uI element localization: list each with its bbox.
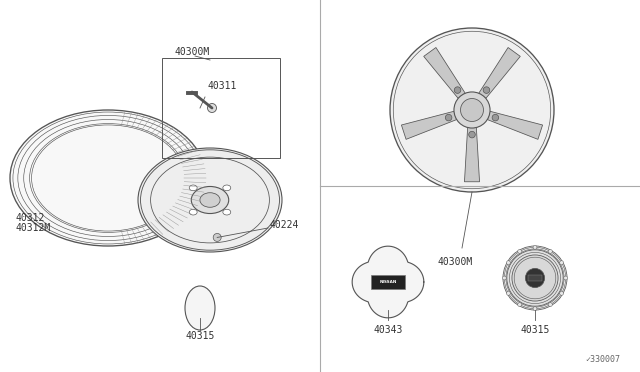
Text: 40312M: 40312M: [15, 223, 51, 233]
Circle shape: [506, 291, 510, 295]
Circle shape: [506, 261, 510, 264]
Text: 40300M: 40300M: [437, 257, 472, 267]
Text: 40311: 40311: [208, 81, 237, 91]
Ellipse shape: [223, 209, 231, 215]
Circle shape: [461, 99, 483, 122]
Text: ✓330007: ✓330007: [585, 356, 620, 365]
Polygon shape: [487, 111, 543, 140]
Circle shape: [560, 261, 564, 264]
Circle shape: [483, 87, 490, 93]
Text: 40315: 40315: [520, 325, 550, 335]
Circle shape: [390, 28, 554, 192]
Circle shape: [548, 303, 552, 307]
Circle shape: [564, 276, 568, 280]
Ellipse shape: [223, 185, 231, 191]
Polygon shape: [352, 246, 424, 318]
Text: 40300M: 40300M: [174, 47, 210, 57]
Circle shape: [533, 246, 537, 249]
Circle shape: [512, 255, 558, 301]
Circle shape: [548, 250, 552, 253]
Text: 40315: 40315: [186, 331, 214, 341]
Polygon shape: [479, 48, 520, 99]
Polygon shape: [401, 111, 457, 140]
Circle shape: [525, 269, 545, 288]
Bar: [528, 275, 542, 281]
Circle shape: [454, 92, 490, 128]
Text: NISSAN: NISSAN: [380, 280, 397, 284]
Ellipse shape: [185, 286, 215, 330]
Circle shape: [533, 307, 537, 311]
Circle shape: [518, 303, 522, 307]
Text: 40343: 40343: [373, 325, 403, 335]
Ellipse shape: [138, 148, 282, 252]
Text: 40312: 40312: [15, 213, 44, 223]
Circle shape: [207, 103, 216, 112]
Circle shape: [507, 250, 563, 306]
Circle shape: [492, 114, 499, 121]
Circle shape: [518, 250, 522, 253]
Ellipse shape: [200, 193, 220, 207]
Polygon shape: [465, 128, 479, 182]
Bar: [371, 275, 405, 289]
Circle shape: [213, 234, 221, 241]
Text: 40224: 40224: [270, 220, 300, 230]
Ellipse shape: [191, 186, 228, 214]
Circle shape: [468, 131, 476, 138]
Ellipse shape: [189, 185, 197, 191]
Circle shape: [454, 87, 461, 93]
Ellipse shape: [10, 110, 206, 246]
Circle shape: [560, 291, 564, 295]
Bar: [162, 58, 280, 158]
Circle shape: [502, 276, 506, 280]
Ellipse shape: [189, 209, 197, 215]
Polygon shape: [424, 48, 465, 99]
Circle shape: [445, 114, 452, 121]
Circle shape: [503, 246, 567, 310]
